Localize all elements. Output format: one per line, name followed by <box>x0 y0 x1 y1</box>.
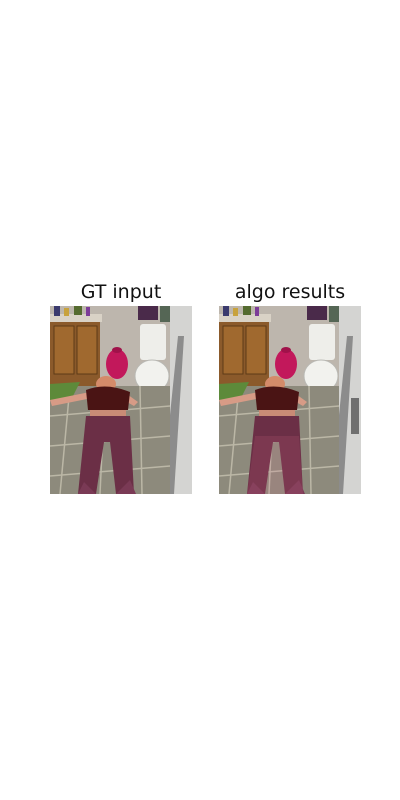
gt-input-photo <box>50 306 192 494</box>
algo-results-title: algo results <box>215 281 365 303</box>
algo-results-photo <box>219 306 361 494</box>
gt-input-title: GT input <box>46 281 196 303</box>
